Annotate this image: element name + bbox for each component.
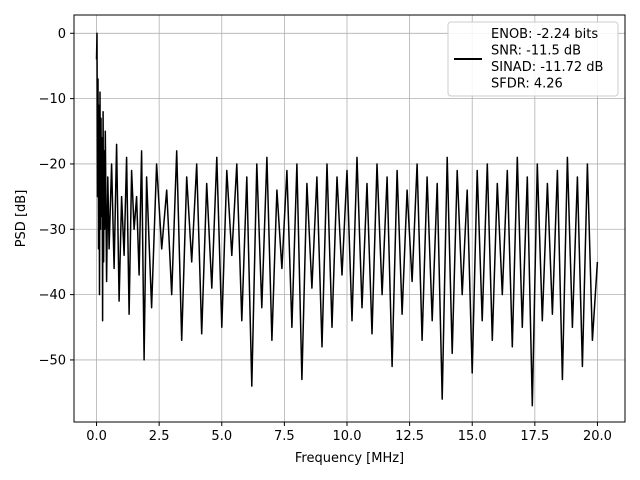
- psd-series: [95, 32, 599, 407]
- y-tick-label: −50: [39, 353, 66, 368]
- legend-snr: SNR: -11.5 dB: [491, 44, 581, 59]
- x-tick-label: 20.0: [583, 429, 612, 444]
- y-tick-label: −10: [39, 92, 66, 107]
- x-axis-ticks: 0.0 2.5 5.0 7.5 10.0 12.5 15.0 17.5 20.0: [86, 422, 612, 444]
- x-axis-title: Frequency [MHz]: [295, 451, 404, 466]
- y-axis-ticks: 0 −10 −20 −30 −40 −50: [39, 27, 74, 368]
- legend-enob: ENOB: -2.24 bits: [491, 27, 598, 42]
- legend: ENOB: -2.24 bits SNR: -11.5 dB SINAD: -1…: [447, 21, 619, 97]
- y-tick-label: −30: [39, 223, 66, 238]
- x-tick-label: 7.5: [274, 429, 295, 444]
- x-tick-label: 0.0: [86, 429, 107, 444]
- legend-box: [447, 21, 619, 97]
- legend-sfdr: SFDR: 4.26: [491, 77, 563, 92]
- x-tick-label: 15.0: [458, 429, 487, 444]
- y-tick-label: −40: [39, 288, 66, 303]
- x-tick-label: 10.0: [333, 429, 362, 444]
- x-tick-label: 12.5: [395, 429, 424, 444]
- plot-frame: [73, 14, 626, 423]
- x-tick-label: 2.5: [149, 429, 170, 444]
- psd-line: [95, 32, 599, 407]
- x-tick-label: 17.5: [520, 429, 549, 444]
- y-tick-label: 0: [58, 27, 66, 42]
- y-tick-label: −20: [39, 157, 66, 172]
- legend-sinad: SINAD: -11.72 dB: [491, 60, 603, 75]
- y-axis-title: PSD [dB]: [14, 190, 29, 248]
- x-tick-label: 5.0: [211, 429, 232, 444]
